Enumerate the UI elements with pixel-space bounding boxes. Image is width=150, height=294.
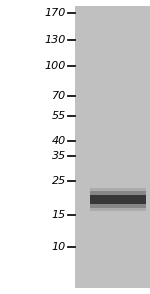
- Bar: [75, 6, 150, 288]
- Text: 25: 25: [52, 176, 66, 186]
- Text: 40: 40: [52, 136, 66, 146]
- Bar: [90, 195, 146, 204]
- Text: 130: 130: [45, 35, 66, 45]
- Text: 70: 70: [52, 91, 66, 101]
- Text: 55: 55: [52, 111, 66, 121]
- Bar: [90, 191, 146, 208]
- Text: 35: 35: [52, 151, 66, 161]
- Text: 15: 15: [52, 210, 66, 220]
- Text: 170: 170: [45, 8, 66, 18]
- Text: 100: 100: [45, 61, 66, 71]
- Bar: [90, 188, 146, 211]
- Text: 10: 10: [52, 242, 66, 252]
